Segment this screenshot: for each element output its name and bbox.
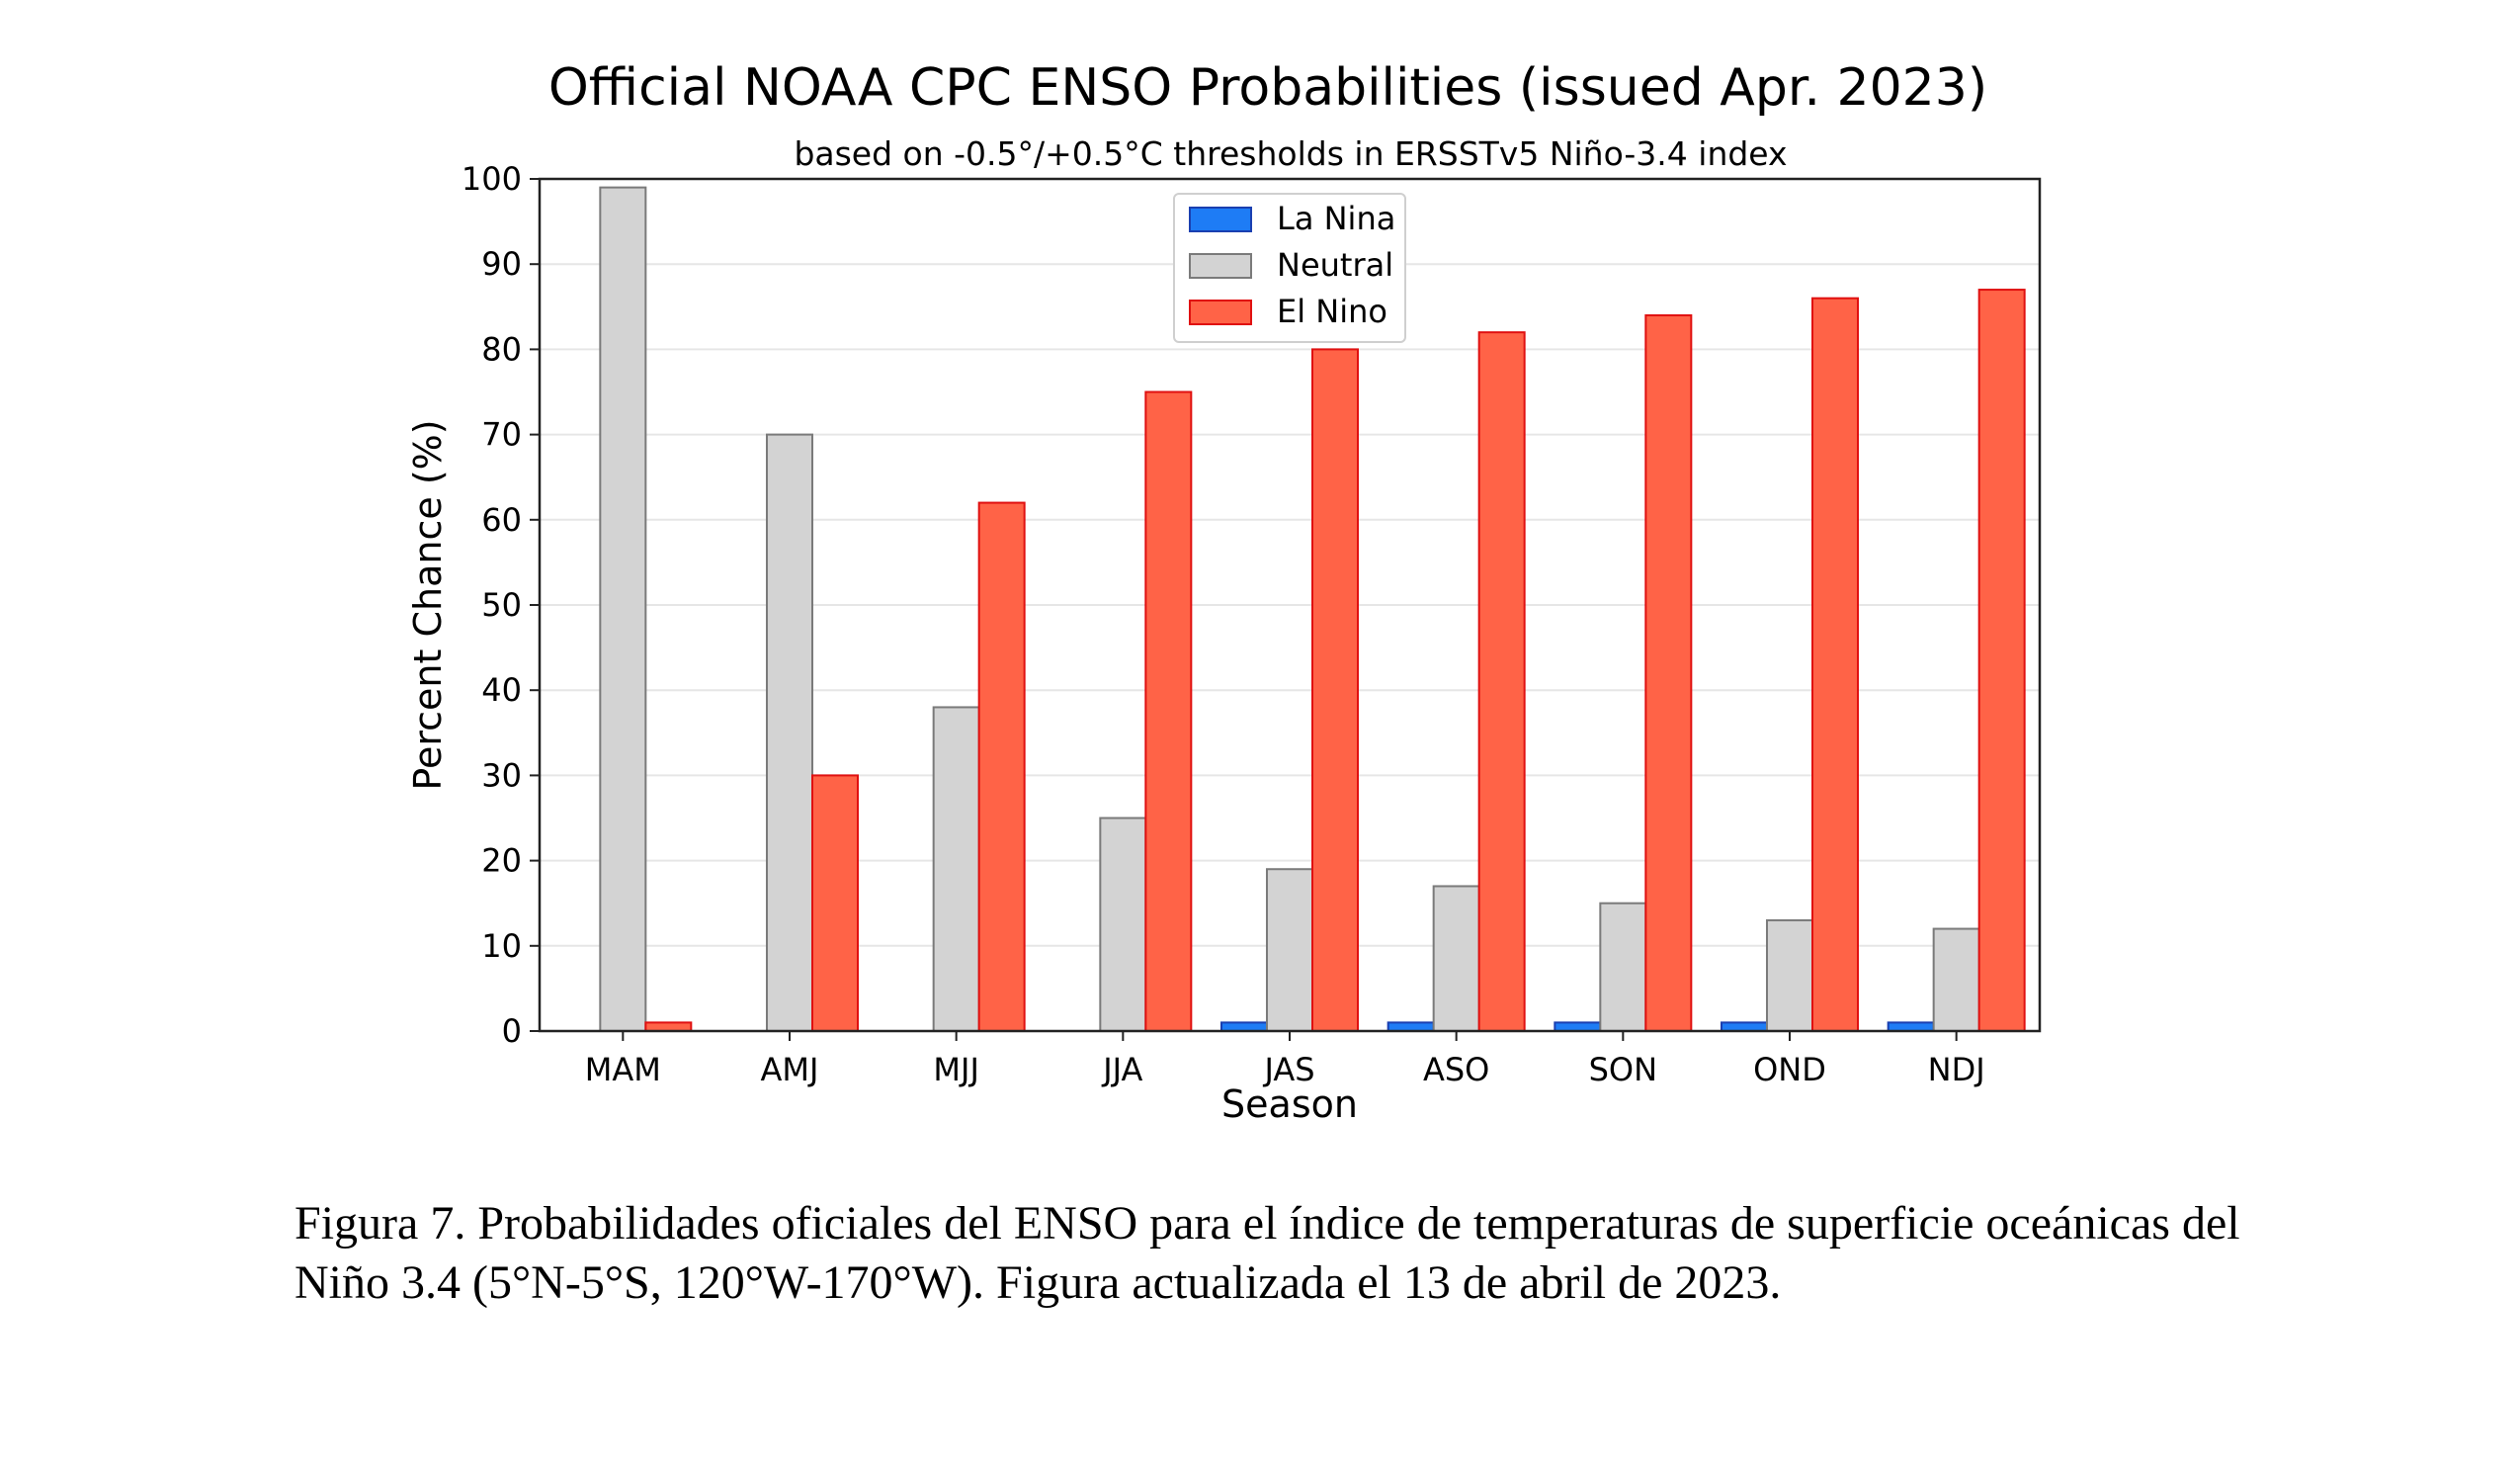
bar-la-nina-ond	[1721, 1021, 1768, 1033]
y-axis-ticks: 0 10 20 30 40 50 60 70 80 90 100	[462, 160, 540, 1050]
legend-label: La Nina	[1277, 200, 1395, 237]
bar-neutral-amj	[766, 433, 813, 1033]
legend-label: Neutral	[1277, 246, 1393, 284]
x-tick-label: SON	[1589, 1051, 1657, 1088]
x-tick-label: JAS	[1262, 1051, 1314, 1088]
chart-subtitle: based on -0.5°/+0.5°C thresholds in ERSS…	[794, 134, 1787, 173]
y-tick-label: 90	[481, 245, 522, 283]
legend: La Nina Neutral El Nino	[1173, 193, 1406, 343]
chart-title: Official NOAA CPC ENSO Probabilities (is…	[548, 58, 1987, 118]
y-tick-label: 10	[481, 927, 522, 965]
bar-el-nino-ond	[1811, 297, 1859, 1032]
legend-label: El Nino	[1277, 293, 1387, 330]
x-tick-label: MJJ	[933, 1051, 978, 1088]
bar-neutral-jas	[1266, 868, 1313, 1032]
bar-el-nino-mam	[644, 1021, 693, 1033]
y-tick-label: 50	[481, 586, 522, 624]
bar-el-nino-aso	[1477, 331, 1526, 1033]
y-tick-label: 70	[481, 416, 522, 454]
bar-neutral-mjj	[932, 706, 980, 1032]
x-axis-ticks: MAM AMJ MJJ JJA JAS ASO SON OND NDJ	[585, 1031, 1985, 1088]
x-tick-label: JJA	[1101, 1051, 1142, 1088]
bar-el-nino-amj	[811, 774, 859, 1033]
bar-la-nina-son	[1554, 1021, 1602, 1033]
x-tick-label: NDJ	[1928, 1051, 1985, 1088]
x-axis-label: Season	[1221, 1082, 1358, 1126]
caption-line-2: Niño 3.4 (5°N-5°S, 120°W-170°W). Figura …	[294, 1256, 1782, 1309]
bar-el-nino-ndj	[1977, 289, 2026, 1032]
y-tick-label: 20	[481, 842, 522, 880]
bars	[599, 186, 2026, 1033]
bar-el-nino-son	[1644, 313, 1693, 1033]
y-tick-label: 80	[481, 330, 522, 368]
bar-neutral-ndj	[1932, 927, 1980, 1032]
bar-la-nina-ndj	[1887, 1021, 1935, 1033]
x-tick-label: ASO	[1423, 1051, 1489, 1088]
caption-line-1: Figura 7. Probabilidades oficiales del E…	[294, 1197, 2240, 1250]
y-tick-label: 100	[462, 160, 522, 198]
x-tick-label: OND	[1753, 1051, 1826, 1088]
bar-neutral-jja	[1099, 817, 1147, 1032]
legend-swatch	[1189, 300, 1252, 325]
bar-la-nina-aso	[1386, 1021, 1435, 1033]
legend-swatch	[1189, 253, 1252, 279]
bar-neutral-son	[1599, 902, 1647, 1033]
bar-el-nino-mjj	[977, 501, 1026, 1032]
enso-probability-chart: Official NOAA CPC ENSO Probabilities (is…	[406, 58, 2042, 1126]
bar-neutral-ond	[1766, 918, 1813, 1032]
x-tick-label: AMJ	[761, 1051, 819, 1088]
bar-el-nino-jja	[1144, 390, 1193, 1032]
y-tick-label: 60	[481, 501, 522, 539]
x-tick-label: MAM	[585, 1051, 661, 1088]
bar-neutral-aso	[1432, 885, 1480, 1033]
y-axis-label: Percent Chance (%)	[406, 419, 450, 790]
y-tick-label: 0	[502, 1012, 522, 1050]
figure-caption: Figura 7. Probabilidades oficiales del E…	[294, 1194, 2370, 1313]
legend-swatch	[1189, 207, 1252, 232]
bar-el-nino-jas	[1311, 348, 1359, 1032]
bar-neutral-mam	[599, 186, 647, 1032]
y-tick-label: 40	[481, 671, 522, 709]
bar-la-nina-jas	[1220, 1021, 1268, 1033]
y-tick-label: 30	[481, 756, 522, 794]
